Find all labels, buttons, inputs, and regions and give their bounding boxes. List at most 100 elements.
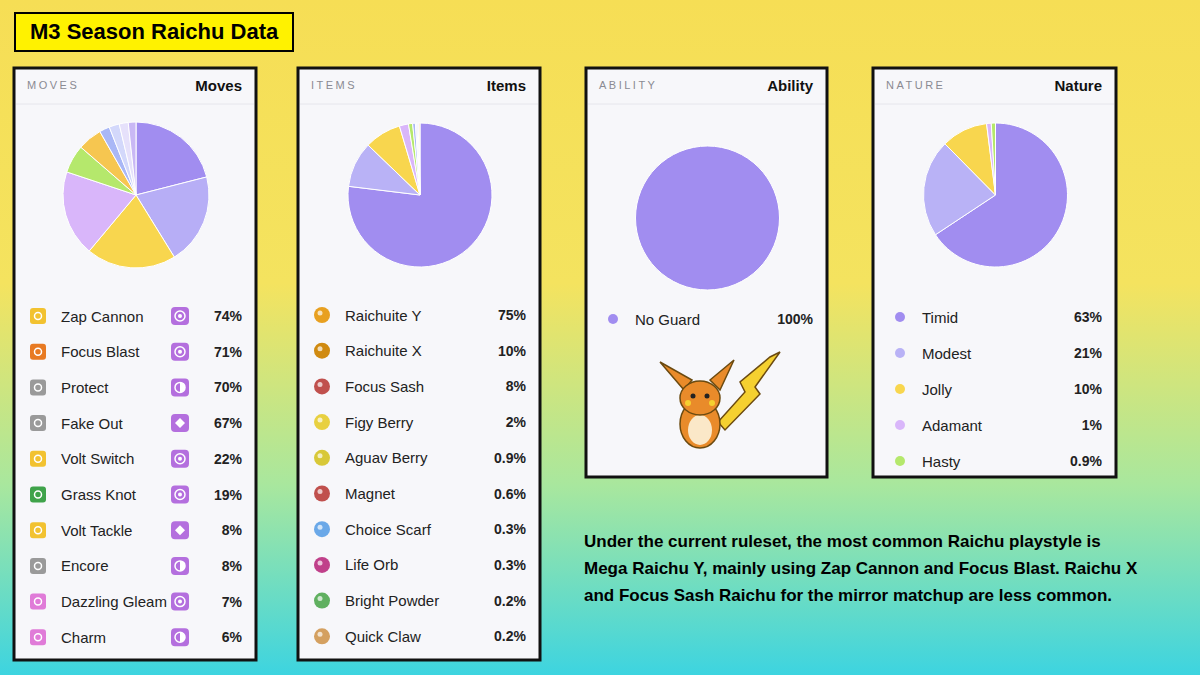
panel-subtitle: ABILITY — [599, 79, 657, 91]
category-glyph — [175, 454, 185, 464]
category-icon — [171, 557, 189, 575]
row-label: Magnet — [345, 485, 396, 502]
legend-dot — [895, 312, 905, 322]
category-icon — [171, 593, 189, 611]
panel-frame — [14, 68, 256, 660]
category-icon — [171, 343, 189, 361]
row-value: 67% — [214, 415, 243, 431]
row-label: Volt Tackle — [61, 522, 132, 539]
row-value: 100% — [777, 311, 813, 327]
type-icon — [30, 379, 46, 395]
row-label: Volt Switch — [61, 450, 134, 467]
row-value: 0.3% — [494, 521, 526, 537]
category-glyph — [175, 490, 185, 500]
row-label: Jolly — [922, 381, 953, 398]
annotation: Under the current ruleset, the most comm… — [584, 528, 1144, 609]
panel-subtitle: MOVES — [27, 79, 79, 91]
legend-dot — [608, 314, 618, 324]
row-label: Focus Sash — [345, 378, 424, 395]
panel: ABILITYAbilityNo Guard100% — [586, 68, 827, 477]
item-icon — [314, 557, 330, 573]
category-icon — [171, 378, 189, 396]
panel-divider — [588, 104, 825, 105]
chart-canvas: MOVESMovesZap Cannon74%Focus Blast71%Pro… — [0, 0, 1200, 675]
row-label: Encore — [61, 557, 109, 574]
pie — [924, 123, 1068, 267]
legend-dot — [895, 456, 905, 466]
page-title: M3 Season Raichu Data — [14, 12, 294, 52]
panel-title: Nature — [1054, 77, 1102, 94]
item-icon-shine — [318, 489, 323, 494]
item-icon — [314, 414, 330, 430]
category-glyph — [178, 493, 182, 497]
category-icon — [171, 486, 189, 504]
row-value: 0.6% — [494, 486, 526, 502]
pie-slice — [418, 123, 420, 195]
row-value: 6% — [222, 629, 243, 645]
category-icon — [171, 307, 189, 325]
pie-slice — [636, 146, 780, 290]
type-icon-glyph — [35, 598, 42, 605]
row-value: 22% — [214, 451, 243, 467]
row-value: 10% — [1074, 381, 1103, 397]
item-icon — [314, 450, 330, 466]
item-icon-shine — [318, 311, 323, 316]
pie-slice — [413, 123, 420, 195]
type-icon — [30, 415, 46, 431]
category-glyph — [180, 632, 185, 642]
category-glyph — [180, 382, 185, 392]
type-icon — [30, 522, 46, 538]
category-glyph — [175, 418, 185, 428]
type-icon-glyph — [35, 491, 42, 498]
pie-slice — [945, 124, 996, 195]
type-icon-glyph — [35, 527, 42, 534]
pie-slice — [119, 122, 136, 195]
type-icon — [30, 451, 46, 467]
item-icon-shine — [318, 382, 323, 387]
panel: ITEMSItemsRaichuite Y75%Raichuite X10%Fo… — [298, 68, 540, 660]
panel: NATURENatureTimid63%Modest21%Jolly10%Ada… — [873, 68, 1116, 477]
pie-slice — [417, 123, 420, 195]
row-value: 71% — [214, 344, 243, 360]
type-icon-glyph — [35, 313, 42, 320]
legend-dot — [895, 384, 905, 394]
item-icon-shine — [318, 560, 323, 565]
panel-subtitle: NATURE — [886, 79, 945, 91]
pie-slice — [987, 123, 996, 195]
category-glyph — [178, 457, 182, 461]
sprite-eye — [691, 394, 696, 399]
category-glyph — [178, 314, 182, 318]
legend-dot — [895, 420, 905, 430]
item-icon — [314, 521, 330, 537]
pie-slice — [348, 123, 492, 267]
panel-subtitle: ITEMS — [311, 79, 357, 91]
panel-divider — [300, 104, 538, 105]
item-icon-shine — [318, 453, 323, 458]
row-value: 0.9% — [1070, 453, 1102, 469]
type-icon-glyph — [35, 455, 42, 462]
category-glyph — [175, 632, 185, 642]
category-glyph — [175, 311, 185, 321]
row-label: Dazzling Gleam — [61, 593, 167, 610]
row-value: 74% — [214, 308, 243, 324]
pie-slice — [408, 123, 420, 195]
item-icon — [314, 628, 330, 644]
row-label: Focus Blast — [61, 343, 140, 360]
type-icon — [30, 629, 46, 645]
row-label: Zap Cannon — [61, 308, 144, 325]
panel-divider — [16, 104, 254, 105]
type-icon — [30, 487, 46, 503]
type-icon-glyph — [35, 420, 42, 427]
row-label: Quick Claw — [345, 628, 421, 645]
row-value: 0.9% — [494, 450, 526, 466]
row-label: Figy Berry — [345, 414, 414, 431]
row-value: 63% — [1074, 309, 1103, 325]
row-value: 21% — [1074, 345, 1103, 361]
pie-slice — [419, 123, 421, 195]
row-label: Timid — [922, 309, 958, 326]
row-label: Hasty — [922, 453, 961, 470]
panel-frame — [586, 68, 827, 477]
pie-slice — [399, 124, 420, 195]
panel-frame — [298, 68, 540, 660]
row-value: 0.2% — [494, 593, 526, 609]
